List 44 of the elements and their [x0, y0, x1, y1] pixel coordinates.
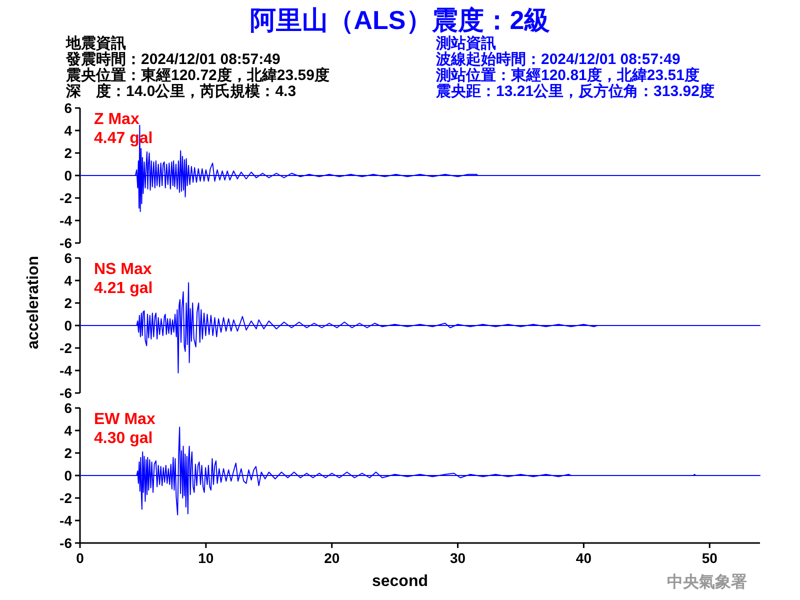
text: 深 度：14.0公里，芮氏規模：4.3: [65, 82, 296, 100]
text: 波線起始時間：2024/12/01 08:57:49: [435, 51, 680, 68]
y-tick-label: 0: [64, 168, 72, 184]
text: 地震資訊: [65, 35, 126, 52]
x-tick-label: 40: [576, 550, 592, 566]
text: 測站資訊: [435, 35, 496, 52]
x-tick-label: 10: [198, 550, 214, 566]
x-tick-label: 30: [450, 550, 466, 566]
text: 測站位置：東經120.81度，北緯23.51度: [435, 66, 700, 84]
text: 中央氣象署: [667, 573, 747, 591]
y-tick-label: 0: [64, 468, 72, 484]
y-tick-label: 6: [64, 250, 72, 266]
y-tick-label: 4: [64, 422, 72, 438]
annotation: NS Max: [94, 261, 152, 278]
y-axis-title: acceleration: [25, 256, 42, 350]
x-tick-label: 50: [702, 550, 718, 566]
text: 阿里山（ALS）震度：2級: [250, 5, 550, 35]
y-tick-label: 6: [64, 400, 72, 416]
y-tick-label: -4: [60, 512, 72, 528]
text: 發震時間：2024/12/01 08:57:49: [65, 51, 280, 68]
y-tick-label: 2: [64, 145, 72, 161]
annotation: 4.21 gal: [94, 280, 153, 297]
y-tick-label: 4: [64, 122, 72, 138]
x-tick-label: 20: [324, 550, 340, 566]
y-tick-label: -6: [60, 385, 72, 401]
x-tick-label: 0: [76, 550, 84, 566]
y-tick-label: 0: [64, 318, 72, 334]
y-tick-label: 2: [64, 295, 72, 311]
x-axis-title: second: [372, 573, 428, 590]
text: 震央位置：東經120.72度，北緯23.59度: [65, 66, 330, 84]
y-tick-label: 6: [64, 100, 72, 116]
y-tick-label: -2: [60, 490, 72, 506]
y-tick-label: -2: [60, 340, 72, 356]
text: 震央距：13.21公里，反方位角：313.92度: [435, 82, 714, 100]
y-tick-label: -6: [60, 235, 72, 251]
annotation: EW Max: [94, 411, 156, 428]
y-tick-label: -6: [60, 535, 72, 551]
y-tick-label: -2: [60, 190, 72, 206]
annotation: 4.30 gal: [94, 430, 153, 447]
annotation: Z Max: [94, 111, 140, 128]
y-tick-label: -4: [60, 362, 72, 378]
y-tick-label: 4: [64, 272, 72, 288]
y-tick-label: 2: [64, 445, 72, 461]
y-tick-label: -4: [60, 212, 72, 228]
